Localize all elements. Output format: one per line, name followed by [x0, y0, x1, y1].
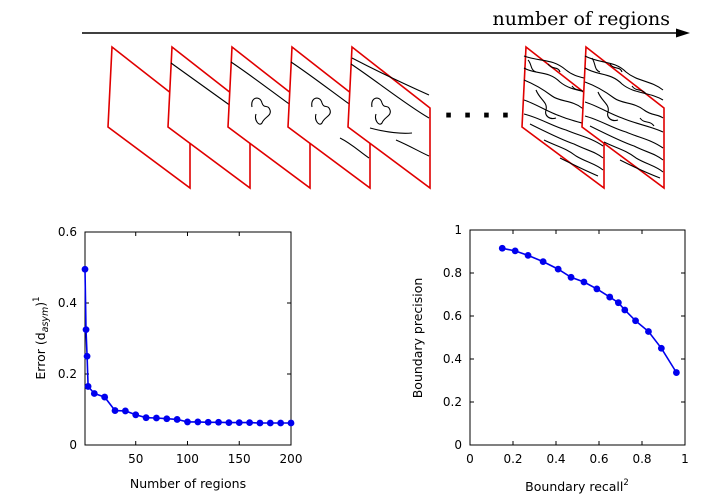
- data-point: [524, 251, 532, 259]
- data-point: [277, 419, 285, 427]
- data-point: [287, 419, 295, 427]
- data-point: [657, 344, 665, 352]
- data-point: [266, 419, 274, 427]
- data-point: [184, 418, 191, 426]
- error-chart: 50 100 150 200 0 0.2 0.4 0.6 Number of regions…: [32, 225, 302, 491]
- data-point: [204, 418, 212, 426]
- regions-arrow-label: number of regions: [492, 8, 670, 30]
- x-tick-label: 100: [176, 452, 199, 466]
- x-tick-label: 0: [466, 452, 474, 466]
- data-point: [614, 299, 622, 307]
- data-point: [153, 414, 160, 422]
- data-point: [90, 390, 98, 397]
- precision-recall-chart-x-ticks: 0 0.2 0.4 0.6 0.8 1: [466, 230, 689, 466]
- data-point: [173, 416, 181, 423]
- error-chart-x-label: Number of regions: [130, 476, 246, 491]
- error-chart-points: [81, 265, 295, 427]
- y-tick-label: 0.4: [443, 352, 462, 366]
- y-tick-label: 0.8: [443, 266, 462, 280]
- x-tick-label: 0.4: [546, 452, 565, 466]
- error-chart-y-label-sub: asym: [40, 307, 51, 333]
- y-tick-label: 0.4: [58, 296, 77, 310]
- y-tick-label: 0.6: [443, 309, 462, 323]
- segmentation-panel-1: [107, 45, 191, 190]
- data-point: [567, 273, 575, 281]
- data-point: [554, 265, 562, 273]
- data-point: [246, 419, 253, 427]
- data-point: [81, 265, 89, 273]
- error-chart-y-label-main: Error (d: [33, 332, 48, 379]
- precision-recall-chart-x-label-main: Boundary recall: [525, 479, 623, 494]
- error-chart-frame: [84, 231, 292, 446]
- y-tick-label: 0.2: [58, 367, 77, 381]
- x-tick-label: 0.2: [503, 452, 522, 466]
- data-point: [83, 352, 91, 360]
- x-tick-label: 0.8: [632, 452, 651, 466]
- error-chart-y-label-sup: 1: [32, 296, 42, 301]
- x-tick-label: 150: [228, 452, 251, 466]
- data-point: [215, 418, 222, 426]
- x-tick-label: 200: [280, 452, 303, 466]
- data-point: [235, 419, 243, 427]
- error-chart-x-ticks: 50 100 150 200: [128, 232, 302, 466]
- precision-recall-chart-frame: [469, 229, 686, 446]
- error-chart-y-ticks: 0 0.2 0.4 0.6: [58, 225, 291, 452]
- precision-recall-chart: 0 0.2 0.4 0.6 0.8 1 0 0.2 0.4 0.6 0.8 1 Boundary r…: [410, 223, 689, 494]
- y-tick-label: 0.2: [443, 395, 462, 409]
- y-tick-label: 1: [454, 223, 462, 237]
- data-point: [673, 369, 680, 376]
- y-tick-label: 0.6: [58, 225, 77, 239]
- x-tick-label: 1: [681, 452, 689, 466]
- data-point: [645, 328, 652, 335]
- error-chart-series: [84, 269, 291, 424]
- data-point: [194, 418, 202, 426]
- x-tick-label: 0.6: [589, 452, 608, 466]
- data-point: [606, 293, 614, 301]
- data-point: [256, 419, 264, 427]
- data-point: [632, 317, 639, 325]
- segmentation-panel-5: [347, 45, 431, 190]
- series-line: [84, 269, 291, 424]
- data-point: [132, 411, 140, 419]
- segmentation-panel-7: [581, 45, 665, 190]
- data-point: [142, 414, 150, 422]
- panel-ellipsis: · · · ·: [444, 101, 511, 131]
- regions-arrow-head: [676, 28, 690, 38]
- precision-recall-chart-series: [502, 247, 678, 373]
- data-point: [580, 278, 588, 286]
- data-point: [101, 393, 109, 401]
- regions-illustration: number of regions: [82, 8, 690, 190]
- data-point: [111, 407, 119, 414]
- error-chart-y-label: Error (dasym)1: [32, 296, 51, 379]
- x-tick-label: 50: [128, 452, 143, 466]
- data-point: [82, 326, 90, 334]
- y-tick-label: 0: [454, 438, 462, 452]
- data-point: [621, 306, 629, 314]
- y-tick-label: 0: [69, 438, 77, 452]
- precision-recall-chart-x-label-sup: 2: [623, 478, 628, 488]
- precision-recall-chart-y-ticks: 0 0.2 0.4 0.6 0.8 1: [443, 223, 685, 452]
- data-point: [593, 285, 601, 293]
- data-point: [539, 258, 547, 266]
- data-point: [84, 383, 92, 390]
- precision-recall-chart-y-label: Boundary precision: [410, 278, 425, 399]
- series-line: [502, 247, 678, 373]
- data-point: [498, 244, 506, 252]
- error-chart-y-label-close: ): [33, 302, 48, 307]
- data-point: [511, 247, 519, 255]
- data-point: [163, 415, 171, 423]
- data-point: [225, 419, 233, 427]
- precision-recall-chart-x-label: Boundary recall2: [525, 478, 629, 494]
- precision-recall-chart-points: [498, 244, 680, 376]
- data-point: [121, 407, 129, 415]
